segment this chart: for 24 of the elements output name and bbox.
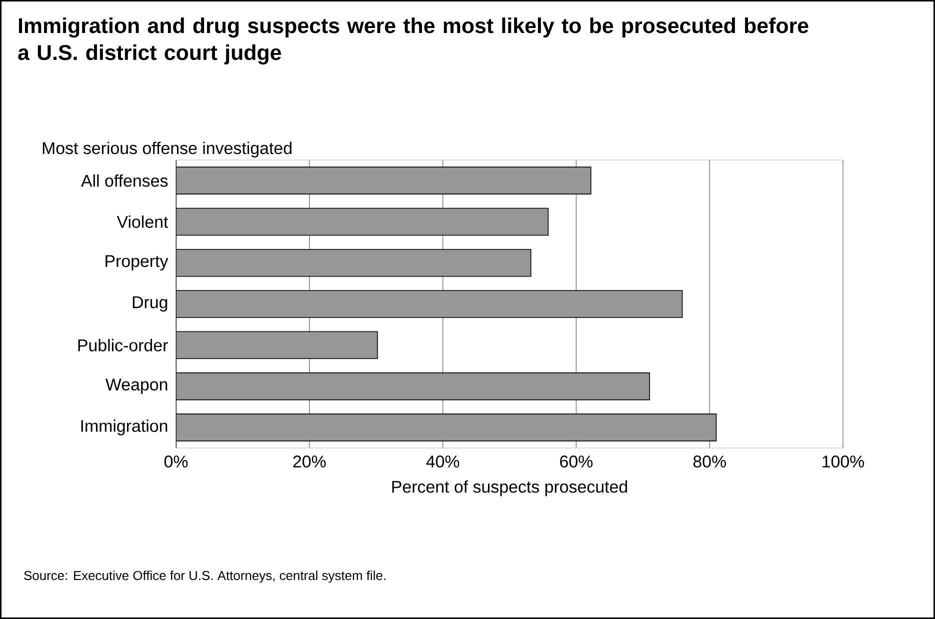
y-tick-label: Property <box>106 255 168 270</box>
bar <box>176 166 592 194</box>
x-tick-label: 80% <box>693 456 726 468</box>
y-tick-label: Weapon <box>106 378 168 394</box>
y-tick-label: Public-order <box>78 338 168 352</box>
source-note: Source: Executive Office for U.S. Attorneys, central system file. <box>24 570 386 583</box>
x-tick-label: 100% <box>822 456 864 468</box>
bar <box>176 331 378 360</box>
x-tick-label: 40% <box>426 456 460 468</box>
bar <box>176 208 549 236</box>
y-axis-title: Most serious offense investigated <box>42 142 292 158</box>
y-tick-label: Drug <box>132 296 168 312</box>
bar <box>176 290 683 318</box>
x-axis-title: Percent of suspects prosecuted <box>392 480 628 496</box>
chart-title: Immigration and drug suspects were the most likely to be prosecuted before a U.S. district court judge <box>18 18 808 64</box>
x-tick-label: 60% <box>560 456 593 468</box>
y-tick-label: Immigration <box>81 420 168 436</box>
y-tick-label: All offenses <box>81 174 168 187</box>
bar <box>176 372 650 400</box>
bar <box>176 248 532 277</box>
x-tick-label: 20% <box>293 456 326 468</box>
y-tick-label: Violent <box>116 216 168 228</box>
bar <box>176 414 717 442</box>
x-tick-label: 0% <box>164 456 188 468</box>
